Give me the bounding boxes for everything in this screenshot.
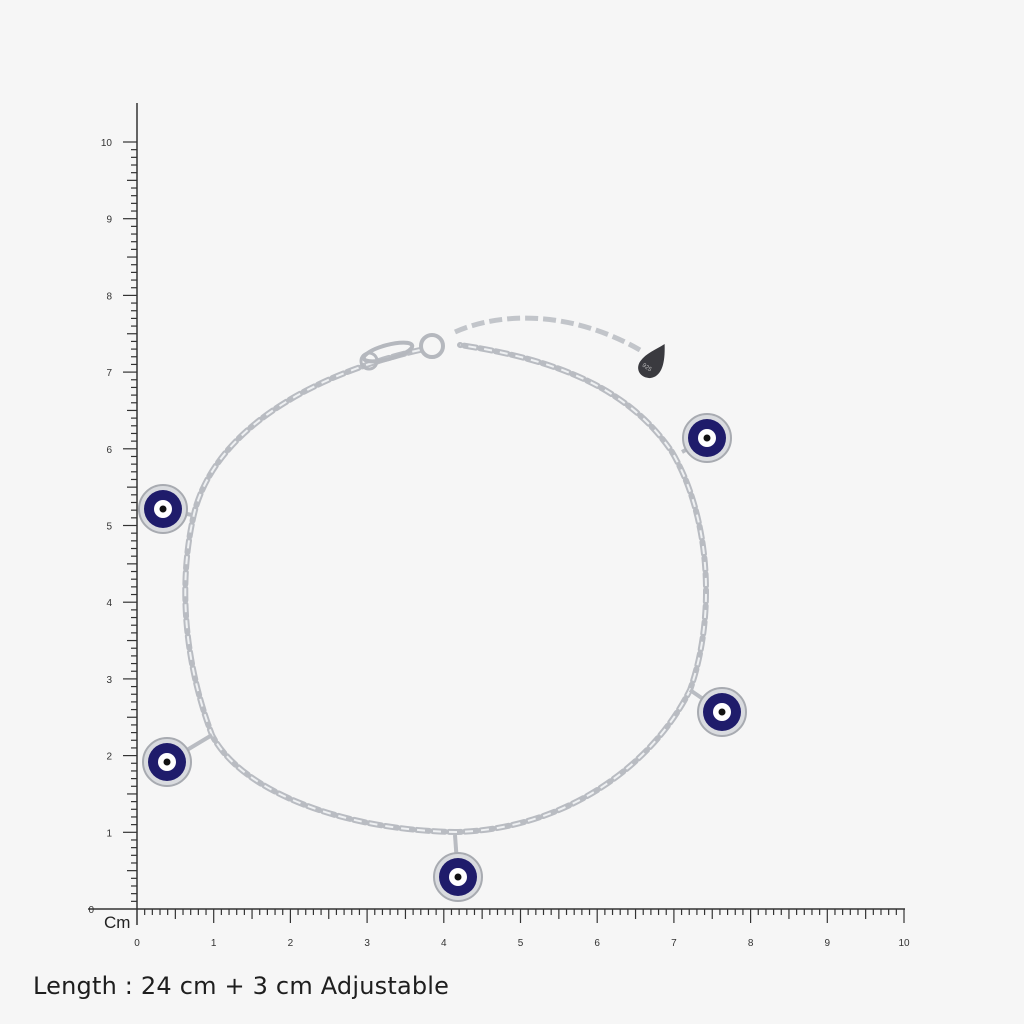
spring-ring	[419, 333, 445, 359]
evil-eye-charm	[142, 733, 214, 787]
y-tick-label: 4	[106, 598, 112, 609]
x-tick-label: 3	[364, 938, 370, 949]
charm-pupil	[159, 505, 167, 513]
x-tick-label: 4	[441, 938, 447, 949]
y-tick-label: 8	[106, 291, 112, 302]
extension-chain	[453, 315, 642, 353]
y-tick-label: 6	[106, 445, 112, 456]
y-tick-label: 0	[88, 905, 94, 916]
x-tick-label: 0	[134, 938, 140, 949]
charm-pupil	[454, 873, 462, 881]
evil-eye-charm	[681, 413, 732, 463]
x-tick-label: 9	[825, 938, 831, 949]
evil-eye-charm	[138, 484, 193, 534]
clasp-ring	[359, 351, 379, 371]
tag-925: 925	[638, 343, 665, 379]
x-tick-label: 2	[288, 938, 294, 949]
y-tick-label: 5	[106, 522, 112, 533]
lobster-clasp	[361, 340, 415, 364]
y-tick-label: 1	[106, 828, 112, 839]
y-tick-label: 2	[106, 752, 112, 763]
tag-text: 925	[641, 363, 653, 374]
charm-pupil	[718, 708, 726, 716]
length-caption: Length : 24 cm + 3 cm Adjustable	[33, 972, 450, 1000]
evil-eye-charm	[433, 834, 483, 902]
charm-pupil	[703, 434, 711, 442]
tag-shape	[638, 343, 665, 379]
y-tick-label: 3	[106, 675, 112, 686]
x-tick-label: 5	[518, 938, 524, 949]
bracelet: 925	[138, 315, 747, 902]
y-tick-label: 7	[106, 368, 112, 379]
y-tick-label: 9	[106, 215, 112, 226]
measurement-ruler: 0 1 2 3 4 5 6 7 8 9 10 0 1 2 3 4 5 6 7 8 9 10	[88, 103, 910, 949]
charm-pupil	[163, 758, 171, 766]
x-tick-label: 1	[211, 938, 217, 949]
chain-highlight	[184, 344, 707, 834]
charms	[138, 413, 747, 902]
y-tick-label: 10	[101, 138, 113, 149]
evil-eye-charm	[688, 687, 747, 737]
chain	[182, 342, 709, 836]
x-tick-label: 6	[594, 938, 600, 949]
unit-label: Cm	[104, 913, 131, 932]
x-tick-label: 7	[671, 938, 677, 949]
x-tick-label: 10	[898, 938, 910, 949]
x-tick-label: 8	[748, 938, 754, 949]
